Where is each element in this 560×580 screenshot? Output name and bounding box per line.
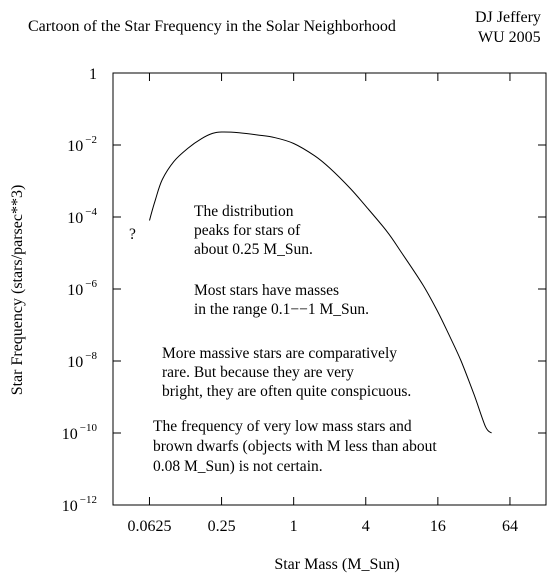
- x-tick-label: 1: [290, 518, 298, 535]
- y-tick-base: 10: [67, 210, 83, 227]
- annotation-question-line: ?: [129, 226, 136, 243]
- annotation-lowmass-line: brown dwarfs (objects with M less than a…: [153, 438, 437, 455]
- y-tick-label: 10 −10: [62, 422, 98, 443]
- y-tick-exponent: −12: [80, 494, 97, 506]
- y-tick-base: 10: [62, 426, 78, 443]
- x-axis-ticks: 0.0625 0.25 1 4 16 64: [127, 73, 518, 535]
- annotations: ? The distribution peaks for stars of about…: [129, 203, 437, 475]
- x-tick-label: 16: [430, 518, 446, 535]
- y-tick-exponent: −8: [85, 350, 97, 362]
- x-tick-label: 4: [362, 518, 370, 535]
- annotation-lowmass-line: The frequency of very low mass stars and: [153, 418, 412, 435]
- author-date: WU 2005: [478, 29, 541, 46]
- author-name: DJ Jeffery: [475, 9, 541, 26]
- y-tick-exponent: −6: [85, 278, 97, 290]
- y-axis-label: Star Frequency (stars/parsec**3): [9, 185, 26, 396]
- annotation-range-line: Most stars have masses: [194, 282, 339, 299]
- chart-title: Cartoon of the Star Frequency in the Sol…: [28, 18, 396, 35]
- x-tick-label: 0.0625: [127, 518, 171, 535]
- y-tick-exponent: −10: [80, 422, 98, 434]
- y-tick-label: 1: [89, 66, 97, 83]
- x-tick-label: 64: [502, 518, 518, 535]
- annotation-massive-line: rare. But because they are very: [162, 364, 354, 381]
- annotation-peak-line: The distribution: [194, 203, 294, 220]
- x-axis-label: Star Mass (M_Sun): [274, 556, 399, 573]
- y-tick-label: 10 −12: [62, 494, 97, 515]
- y-tick-base: 10: [67, 282, 83, 299]
- y-tick-exponent: −4: [85, 206, 97, 218]
- y-tick-exponent: −2: [85, 134, 97, 146]
- y-tick-base: 10: [62, 498, 78, 515]
- x-tick-label: 0.25: [208, 518, 236, 535]
- annotation-lowmass-line: 0.08 M_Sun) is not certain.: [153, 458, 323, 475]
- y-tick-label: 10 −6: [67, 278, 97, 299]
- y-tick-label: 10 −4: [67, 206, 97, 227]
- annotation-peak-line: about 0.25 M_Sun.: [194, 241, 313, 258]
- y-tick-label: 10 −8: [67, 350, 97, 371]
- annotation-massive-line: bright, they are often quite conspicuous…: [162, 383, 411, 400]
- annotation-range-line: in the range 0.1−−1 M_Sun.: [194, 301, 369, 318]
- annotation-peak-line: peaks for stars of: [194, 222, 301, 239]
- y-tick-label: 10 −2: [67, 134, 97, 155]
- star-frequency-curve: [149, 131, 492, 434]
- annotation-massive-line: More massive stars are comparatively: [162, 345, 397, 362]
- y-tick-base: 10: [67, 138, 83, 155]
- y-tick-base: 10: [67, 354, 83, 371]
- y-tick-base: 1: [89, 66, 97, 83]
